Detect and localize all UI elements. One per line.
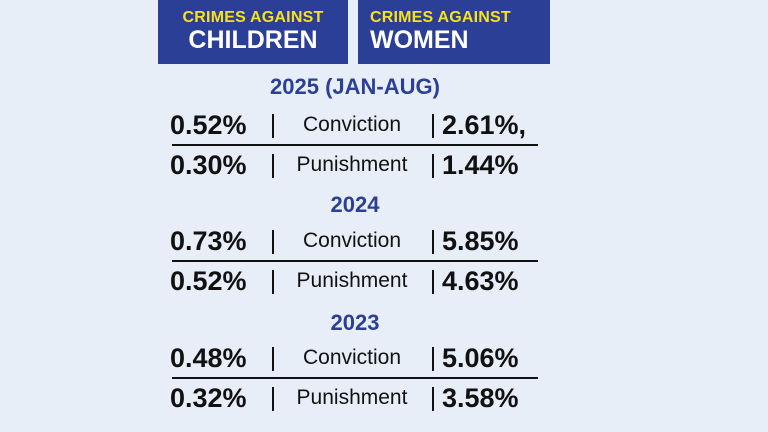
children-value: 0.73% <box>170 226 247 256</box>
women-value: 5.85% <box>442 226 519 256</box>
divider <box>432 154 434 178</box>
women-value: 5.06% <box>442 343 519 373</box>
children-value: 0.52% <box>170 266 247 296</box>
row-separator <box>172 377 538 379</box>
divider <box>272 347 274 371</box>
divider <box>432 347 434 371</box>
table-row: 0.52% Punishment 4.63% <box>170 262 540 300</box>
women-value: 2.61%, <box>442 110 527 140</box>
table-row: 0.52% Conviction 2.61%, <box>170 106 540 144</box>
header-children: CRIMES AGAINST CHILDREN <box>158 0 348 64</box>
divider <box>272 154 274 178</box>
row-label: Conviction <box>302 113 402 136</box>
table-row: 0.32% Punishment 3.58% <box>170 379 540 417</box>
header-children-line1: CRIMES AGAINST <box>182 9 324 26</box>
table-row: 0.30% Punishment 1.44% <box>170 146 540 184</box>
row-label: Conviction <box>302 229 402 252</box>
year-heading: 2023 <box>330 310 380 335</box>
row-label: Punishment <box>296 386 408 409</box>
year-heading: 2025 (JAN-AUG) <box>270 74 440 99</box>
divider <box>272 230 274 254</box>
children-value: 0.48% <box>170 343 247 373</box>
row-separator <box>172 260 538 262</box>
divider <box>432 270 434 294</box>
women-value: 4.63% <box>442 266 519 296</box>
table-row: 0.48% Conviction 5.06% <box>170 339 540 377</box>
year-heading: 2024 <box>330 192 380 217</box>
women-value: 3.58% <box>442 383 519 413</box>
header-women-line2: WOMEN <box>370 26 469 54</box>
divider <box>272 387 274 411</box>
children-value: 0.32% <box>170 383 247 413</box>
row-separator <box>172 144 538 146</box>
women-value: 1.44% <box>442 150 519 180</box>
header-women: CRIMES AGAINST WOMEN <box>358 0 550 64</box>
divider <box>432 387 434 411</box>
row-label: Conviction <box>302 346 402 369</box>
header-women-line1: CRIMES AGAINST <box>370 9 511 26</box>
row-label: Punishment <box>296 269 408 292</box>
divider <box>272 114 274 138</box>
divider <box>272 270 274 294</box>
divider <box>432 114 434 138</box>
table-row: 0.73% Conviction 5.85% <box>170 222 540 260</box>
children-value: 0.52% <box>170 110 247 140</box>
row-label: Punishment <box>296 153 408 176</box>
divider <box>432 230 434 254</box>
children-value: 0.30% <box>170 150 247 180</box>
header-children-line2: CHILDREN <box>188 26 318 54</box>
